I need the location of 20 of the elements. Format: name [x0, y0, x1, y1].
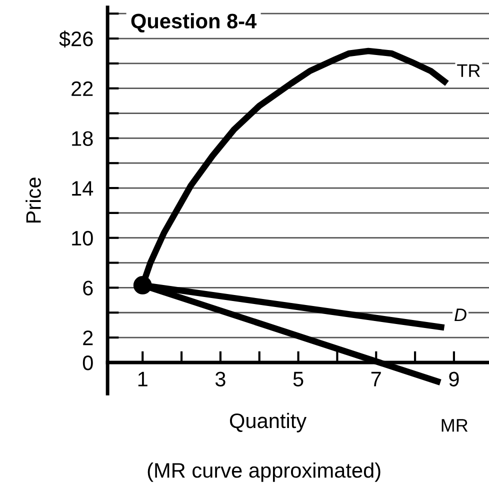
series-label: D: [454, 308, 466, 322]
y-tick-label: $26: [59, 30, 93, 48]
y-tick-label: 6: [83, 280, 93, 296]
y-tick-label: 18: [72, 131, 93, 146]
text: (MR curve approximated): [148, 462, 380, 482]
y-axis-title: Price: [26, 178, 41, 223]
y-tick-label: 10: [72, 230, 93, 246]
series-label: TR: [457, 64, 480, 77]
x-tick-label: 7: [371, 372, 381, 386]
x-tick-label: 9: [449, 372, 459, 386]
y-tick-label: 14: [72, 181, 94, 196]
x-tick-label: 5: [293, 372, 304, 386]
x-axis-title: Quantity: [230, 412, 307, 432]
y-tick-label: 22: [72, 81, 93, 96]
x-tick-label: 1: [138, 372, 148, 386]
y-tick-label: 2: [83, 330, 93, 346]
x-tick-label: 3: [215, 372, 226, 386]
chart-title: Question 8-4: [131, 13, 257, 32]
y-tick-label: 0: [82, 355, 93, 370]
text: MR: [442, 419, 468, 432]
